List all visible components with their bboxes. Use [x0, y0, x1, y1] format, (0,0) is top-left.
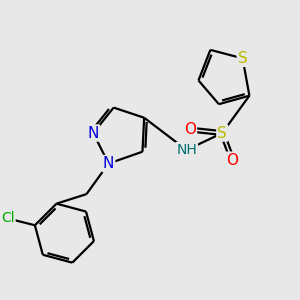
- Text: S: S: [238, 51, 248, 66]
- Text: O: O: [226, 153, 238, 168]
- Text: N: N: [88, 125, 99, 140]
- Text: NH: NH: [176, 143, 197, 157]
- Text: O: O: [184, 122, 196, 137]
- Text: Cl: Cl: [1, 212, 15, 226]
- Text: N: N: [103, 156, 114, 171]
- Text: S: S: [218, 125, 227, 140]
